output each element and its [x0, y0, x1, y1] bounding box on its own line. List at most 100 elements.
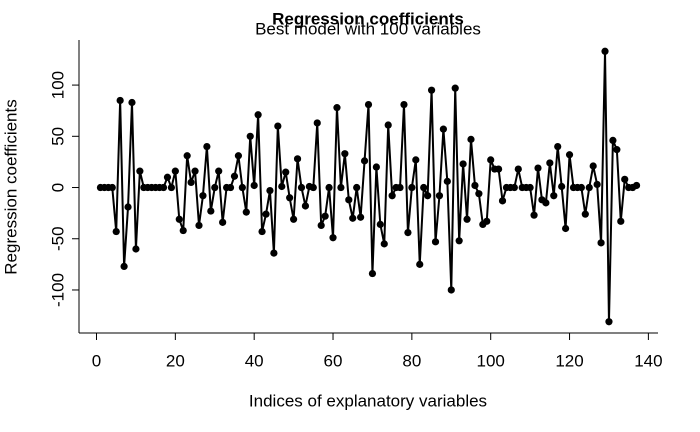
data-point [317, 221, 325, 230]
series-line [100, 51, 638, 322]
x-tick-label: 140 [634, 351, 662, 370]
data-point [254, 111, 262, 119]
data-point [242, 208, 250, 216]
data-point [278, 182, 286, 191]
data-point [215, 167, 223, 175]
data-point [301, 202, 310, 210]
data-point [455, 237, 463, 245]
data-point [321, 212, 329, 220]
data-point [116, 96, 124, 105]
data-point [128, 98, 136, 107]
data-point [270, 249, 278, 257]
x-tick-label: 80 [402, 351, 421, 370]
data-point [439, 125, 447, 133]
data-point [526, 183, 534, 192]
data-point [451, 84, 459, 92]
y-tick-label: 100 [48, 71, 67, 99]
data-point [191, 167, 199, 175]
data-point [483, 217, 491, 225]
data-point [203, 142, 211, 151]
data-point [431, 238, 440, 246]
data-point [258, 227, 266, 236]
data-point [424, 192, 432, 200]
data-point [447, 286, 455, 294]
data-point [368, 269, 377, 278]
data-point [195, 221, 203, 230]
data-point [404, 229, 412, 237]
data-point [554, 142, 562, 151]
y-tick-label: 50 [48, 127, 67, 146]
data-point [124, 203, 132, 211]
data-point [357, 213, 365, 221]
x-tick-label: 120 [555, 351, 583, 370]
data-point [585, 183, 593, 192]
data-point [163, 173, 172, 181]
data-point [416, 260, 424, 268]
data-point [601, 47, 609, 55]
data-point [558, 182, 566, 191]
data-point [581, 210, 589, 218]
x-tick-label: 60 [324, 351, 343, 370]
data-point [112, 227, 120, 236]
data-point [471, 181, 479, 190]
data-point [175, 215, 183, 223]
data-point [487, 156, 495, 164]
data-point [167, 183, 176, 192]
data-point [238, 183, 246, 192]
data-point [542, 199, 550, 207]
data-point [333, 104, 341, 112]
data-point [290, 215, 298, 223]
data-point [597, 239, 605, 247]
data-point [211, 183, 219, 192]
data-point [435, 192, 444, 200]
data-point [510, 183, 518, 192]
data-point [219, 218, 227, 226]
data-point [230, 172, 239, 180]
data-point [313, 119, 321, 127]
data-point [353, 183, 361, 192]
data-point [494, 165, 503, 173]
chart-title: Regression coefficients [272, 9, 464, 28]
data-point [459, 160, 467, 168]
data-point [546, 159, 554, 167]
data-point [179, 226, 187, 235]
data-point [443, 177, 451, 185]
data-point [605, 318, 613, 326]
data-point [396, 183, 404, 192]
data-point [199, 192, 207, 200]
y-tick-label: -100 [48, 273, 67, 307]
data-point [171, 167, 179, 175]
data-point [565, 151, 574, 159]
data-point [412, 156, 420, 164]
data-point [589, 162, 597, 170]
data-point [226, 183, 235, 192]
data-point [282, 168, 290, 176]
data-point [613, 146, 621, 154]
data-point [345, 196, 353, 204]
y-tick-label: -50 [48, 226, 67, 251]
data-point [530, 211, 538, 219]
data-point [534, 164, 542, 172]
data-point [514, 165, 522, 173]
data-point [325, 183, 333, 192]
data-point [120, 262, 128, 271]
x-tick-label: 40 [245, 351, 264, 370]
data-point [187, 178, 195, 187]
data-point [632, 181, 641, 190]
data-point [384, 121, 392, 129]
data-point [427, 86, 436, 94]
data-point [388, 192, 396, 200]
data-point [617, 217, 625, 225]
data-point [593, 180, 601, 189]
data-point [293, 155, 302, 163]
data-point [234, 152, 243, 160]
data-point [159, 183, 168, 192]
data-point [621, 175, 629, 183]
x-axis-label: Indices of explanatory variables [249, 391, 487, 410]
data-point [577, 183, 585, 192]
data-point [286, 194, 294, 202]
data-point [550, 192, 558, 200]
data-point [274, 122, 282, 130]
y-axis-label: Regression coefficients [1, 99, 20, 274]
data-point [337, 183, 345, 192]
